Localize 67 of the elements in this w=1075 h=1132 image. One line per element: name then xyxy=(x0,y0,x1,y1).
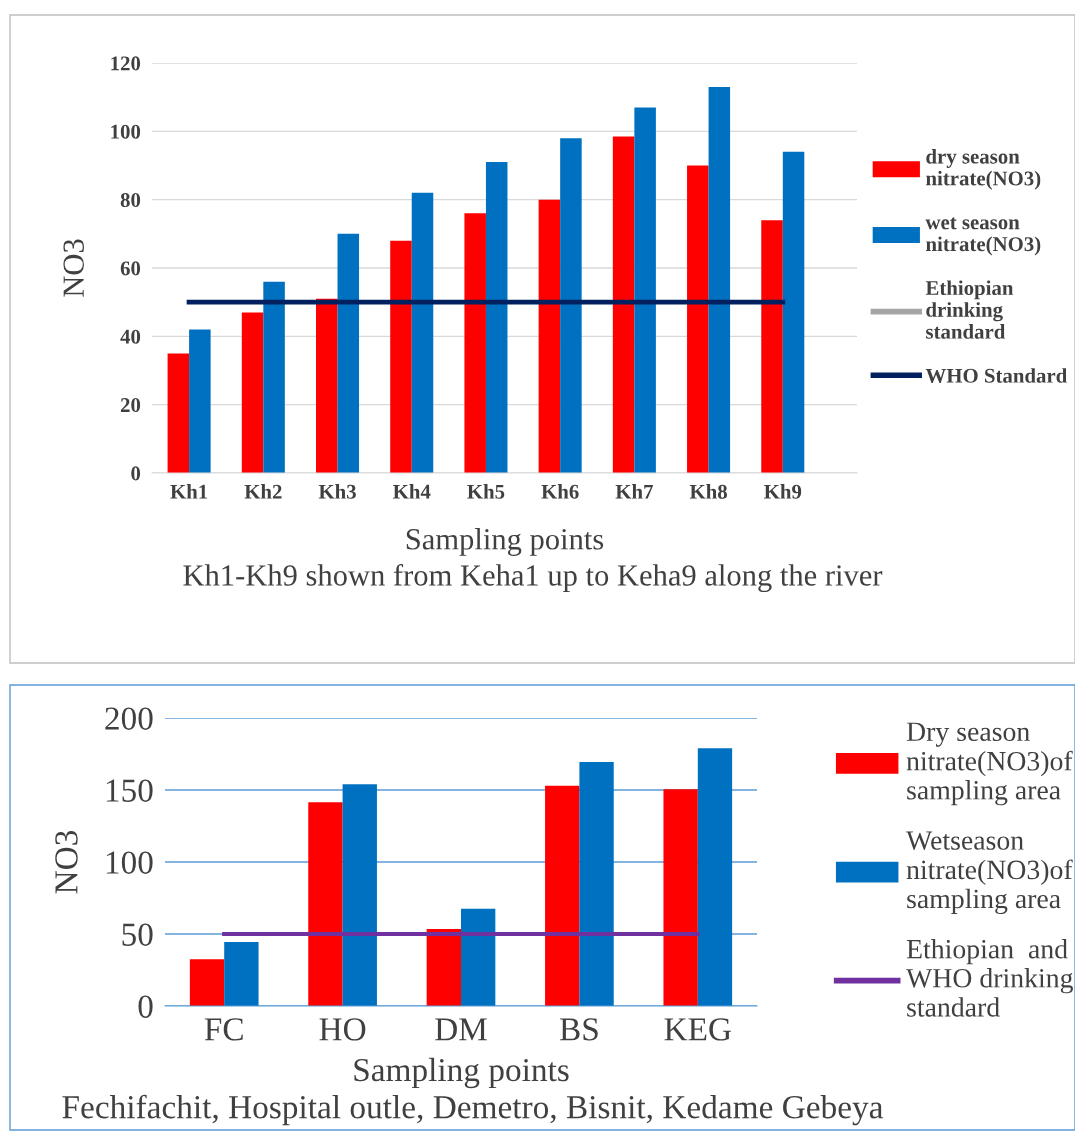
bar xyxy=(687,165,709,473)
x-tick-label: Kh9 xyxy=(764,484,802,499)
legend-label: WHO Standard xyxy=(925,368,1068,383)
legend-label: Ethiopian drinking standard xyxy=(925,280,1014,339)
legend-label: wet season nitrate(NO3) xyxy=(925,217,1041,256)
x-tick-label: Kh6 xyxy=(541,484,579,499)
bar xyxy=(697,748,733,1006)
bar xyxy=(390,240,412,473)
bar xyxy=(189,329,211,473)
bar xyxy=(485,162,508,473)
y-tick-label: 0 xyxy=(131,466,141,481)
legend-label: Dry season nitrate(NO3)of sampling area xyxy=(906,722,1073,806)
y-tick-label: 200 xyxy=(105,707,153,730)
bar xyxy=(612,136,635,473)
bar xyxy=(579,761,614,1006)
bar xyxy=(316,298,338,473)
y-tick-label: 100 xyxy=(106,851,153,874)
x-tick-label: Kh2 xyxy=(244,484,282,499)
y-tick-label: 150 xyxy=(106,779,153,802)
bar xyxy=(663,789,698,1006)
bar xyxy=(545,785,580,1006)
bar xyxy=(189,959,225,1006)
legend-label: Wetseason nitrate(NO3)of sampling area xyxy=(906,831,1073,915)
legend-label: dry season nitrate(NO3) xyxy=(926,148,1041,190)
bar xyxy=(308,802,343,1006)
bar xyxy=(411,192,434,473)
bar xyxy=(761,220,783,473)
bar xyxy=(167,353,190,473)
y-tick-label: 0 xyxy=(138,995,153,1018)
legend-label: Ethiopian and WHO drinking standard xyxy=(906,939,1073,1017)
bar xyxy=(708,86,731,473)
bar xyxy=(560,138,582,473)
bar xyxy=(538,199,561,473)
y-tick-label: 60 xyxy=(120,261,141,276)
bar xyxy=(634,107,656,473)
x-tick-label: KEG xyxy=(664,1018,732,1041)
y-tick-label: 120 xyxy=(111,56,141,71)
x-tick-label: Kh8 xyxy=(689,484,727,499)
x-tick-label: DM xyxy=(435,1018,487,1041)
bar xyxy=(224,941,259,1006)
x-tick-label: BS xyxy=(559,1018,598,1041)
x-tick-label: HO xyxy=(319,1018,366,1041)
x-tick-label: Kh5 xyxy=(467,484,505,499)
text: Fechifachit, Hospital outle, Demetro, Bisnit, Kedame Gebeya xyxy=(62,1094,884,1126)
x-axis-title: Sampling points xyxy=(354,1057,569,1089)
y-tick-label: 80 xyxy=(120,193,141,208)
bar xyxy=(241,312,264,473)
bar xyxy=(337,233,360,473)
x-axis-title: Sampling points xyxy=(406,528,604,556)
y-tick-label: 40 xyxy=(120,329,141,344)
y-tick-label: 20 xyxy=(120,398,141,413)
x-tick-label: Kh4 xyxy=(392,484,431,499)
y-tick-label: 100 xyxy=(111,124,141,139)
text: Kh1-Kh9 shown from Keha1 up to Keha9 along the river xyxy=(183,563,883,593)
bar xyxy=(782,151,805,473)
bar xyxy=(464,213,486,473)
y-axis-title: NO3 xyxy=(55,830,78,894)
x-tick-label: Kh7 xyxy=(615,484,653,499)
bar xyxy=(342,784,377,1006)
bar xyxy=(263,281,285,473)
x-tick-label: Kh3 xyxy=(318,484,356,499)
bar xyxy=(461,908,496,1006)
y-tick-label: 50 xyxy=(122,923,153,946)
x-tick-label: Kh1 xyxy=(170,484,208,499)
y-axis-title: NO3 xyxy=(63,239,84,297)
bar xyxy=(426,928,461,1006)
x-tick-label: FC xyxy=(204,1018,243,1041)
